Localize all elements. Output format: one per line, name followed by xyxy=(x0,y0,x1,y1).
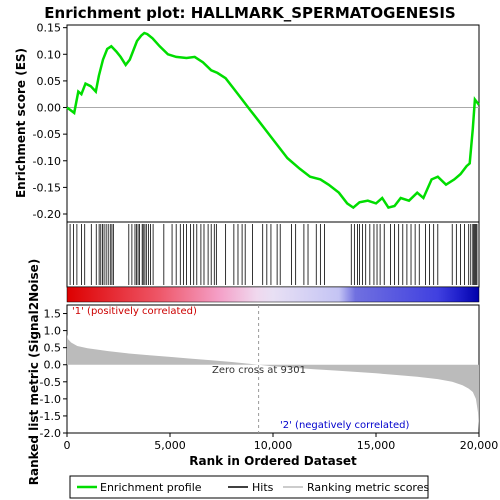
es-y-tick-label: 0.05 xyxy=(37,75,62,88)
x-tick-label: 15,000 xyxy=(357,439,396,452)
es-y-tick-label: 0.15 xyxy=(37,22,62,35)
metric-y-tick-label: 1.0 xyxy=(44,325,62,338)
es-y-tick-label: -0.05 xyxy=(33,128,61,141)
legend-hits-label: Hits xyxy=(252,481,274,494)
metric-y-tick-label: 1.5 xyxy=(44,308,62,321)
legend: Enrichment profile Hits Ranking metric s… xyxy=(69,475,429,499)
x-tick-label: 0 xyxy=(64,439,71,452)
metric-y-axis-label: Ranked list metric (Signal2Noise) xyxy=(27,259,41,486)
es-y-tick-label: -0.10 xyxy=(33,155,61,168)
es-y-tick-label: 0.00 xyxy=(37,102,62,115)
es-y-tick-label: -0.20 xyxy=(33,208,61,221)
metric-y-tick-label: -2.0 xyxy=(40,427,61,440)
zero-cross-label: Zero cross at 9301 xyxy=(212,365,306,376)
hit-marks xyxy=(69,224,478,285)
rank-color-bar xyxy=(66,286,480,303)
metric-y-tick-label: -0.5 xyxy=(40,376,61,389)
es-y-tick-label: 0.10 xyxy=(37,48,62,61)
metric-y-tick-label: 0.0 xyxy=(44,359,62,372)
es-y-ticks: 0.15 0.10 0.05 0.00 -0.05 -0.10 -0.15 -0.20 xyxy=(33,22,67,221)
legend-frame xyxy=(69,475,429,499)
plot-title: Enrichment plot: HALLMARK_SPERMATOGENESI… xyxy=(44,4,455,22)
metric-panel: 1.5 1.0 0.5 0.0 -0.5 -1.0 -1.5 -2.0 0 5,000 10,00… xyxy=(27,259,498,486)
x-tick-label: 10,000 xyxy=(254,439,293,452)
es-y-tick-label: -0.15 xyxy=(33,181,61,194)
metric-y-tick-label: 0.5 xyxy=(44,342,62,355)
x-ticks: 0 5,000 10,000 15,000 20,000 xyxy=(64,433,499,452)
negative-correlation-label: '2' (negatively correlated) xyxy=(280,420,409,431)
es-y-axis-label: Enrichment score (ES) xyxy=(14,48,28,198)
ranking-metric-area xyxy=(67,334,479,430)
positive-correlation-label: '1' (positively correlated) xyxy=(72,306,197,317)
metric-y-tick-label: -1.5 xyxy=(40,410,61,423)
es-panel: 0.15 0.10 0.05 0.00 -0.05 -0.10 -0.15 -0.20 Enr… xyxy=(14,22,480,223)
hits-panel xyxy=(66,221,480,288)
x-tick-label: 5,000 xyxy=(154,439,186,452)
legend-enrichment-profile-label: Enrichment profile xyxy=(100,481,202,494)
metric-y-ticks: 1.5 1.0 0.5 0.0 -0.5 -1.0 -1.5 -2.0 xyxy=(40,308,67,440)
legend-ranking-metric-label: Ranking metric scores xyxy=(307,481,429,494)
metric-y-tick-label: -1.0 xyxy=(40,393,61,406)
enrichment-profile-line xyxy=(66,31,480,210)
x-tick-label: 20,000 xyxy=(460,439,499,452)
x-axis-label: Rank in Ordered Dataset xyxy=(189,454,357,468)
